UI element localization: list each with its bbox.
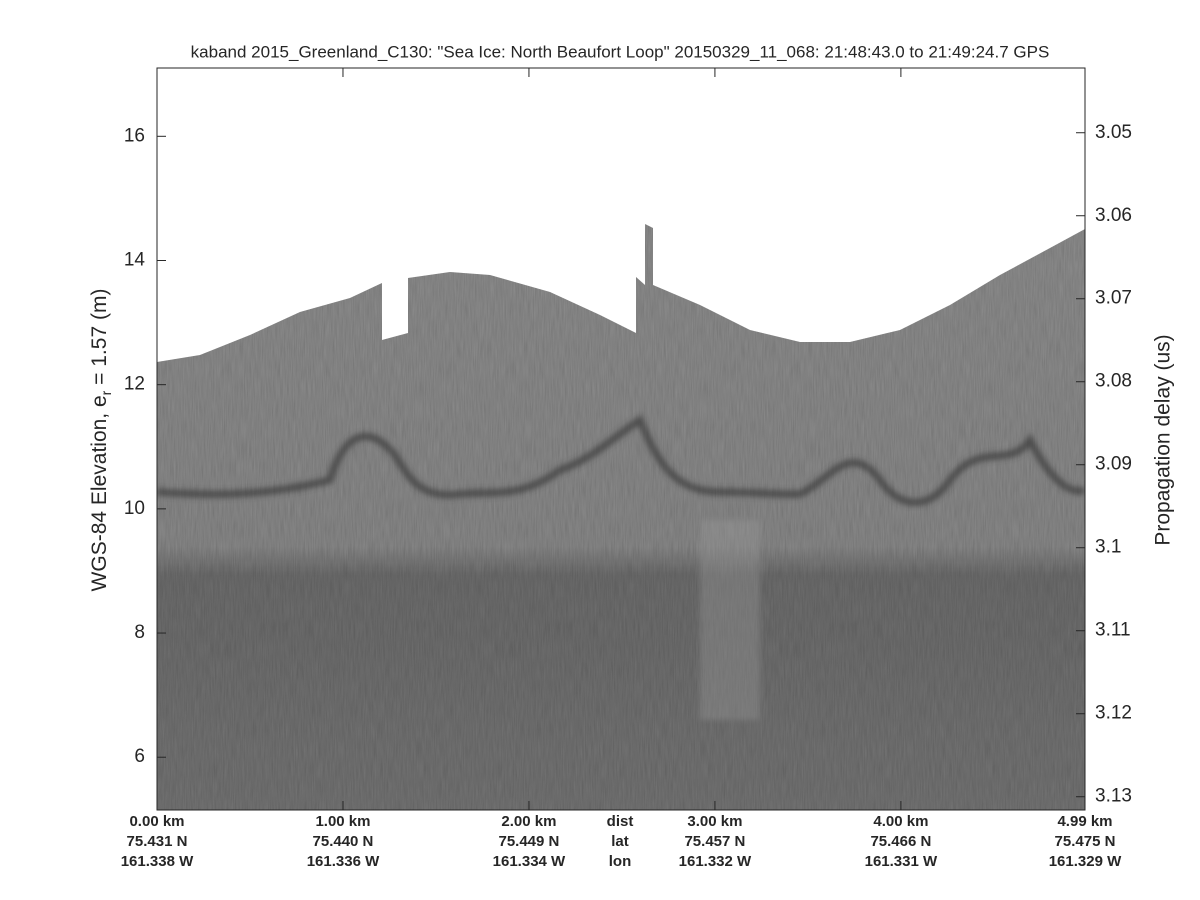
y2-tick-label: 3.1 xyxy=(1095,537,1121,558)
lon-label: 161.331 W xyxy=(865,853,938,870)
lon-label: 161.329 W xyxy=(1049,853,1122,870)
x-tick-label: 2.00 km xyxy=(501,813,556,830)
lat-label: 75.440 N xyxy=(313,833,374,850)
y-axis-label: WGS-84 Elevation, er = 1.57 (m) xyxy=(88,289,114,592)
y-tick-label: 14 xyxy=(124,250,146,271)
y-tick-label: 6 xyxy=(134,746,145,767)
y2-tick-label: 3.11 xyxy=(1095,620,1131,641)
lat-label: 75.431 N xyxy=(127,833,188,850)
lon-label: 161.336 W xyxy=(307,853,380,870)
echogram-image xyxy=(157,224,1085,810)
row-label: dist xyxy=(607,813,634,830)
x-tick-label: 1.00 km xyxy=(315,813,370,830)
y2-tick-label: 3.05 xyxy=(1095,122,1132,143)
lat-label: 75.457 N xyxy=(684,833,745,850)
lon-label: 161.338 W xyxy=(121,853,194,870)
lon-label: 161.332 W xyxy=(679,853,752,870)
chart-title: kaband 2015_Greenland_C130: "Sea Ice: No… xyxy=(191,42,1050,61)
y2-tick-label: 3.07 xyxy=(1095,288,1132,309)
x-tick-label: 3.00 km xyxy=(687,813,742,830)
y2-tick-label: 3.13 xyxy=(1095,786,1132,807)
y-tick-label: 12 xyxy=(124,374,145,395)
y2-tick-label: 3.12 xyxy=(1095,703,1132,724)
plot-frame xyxy=(156,67,1086,811)
row-label: lon xyxy=(609,853,632,870)
x-tick-label: 0.00 km xyxy=(129,813,184,830)
lon-label: 161.334 W xyxy=(493,853,566,870)
y-tick-label: 10 xyxy=(124,498,145,519)
y2-axis-label: Propagation delay (us) xyxy=(1152,334,1175,545)
y-tick-label: 8 xyxy=(134,622,145,643)
lat-label: 75.466 N xyxy=(870,833,931,850)
y-tick-label: 16 xyxy=(124,125,145,146)
lat-label: 75.449 N xyxy=(498,833,559,850)
y2-tick-label: 3.09 xyxy=(1095,454,1132,475)
y2-tick-label: 3.06 xyxy=(1095,205,1132,226)
lat-label: 75.475 N xyxy=(1055,833,1116,850)
x-tick-label: 4.99 km xyxy=(1057,813,1112,830)
y2-tick-label: 3.08 xyxy=(1095,371,1132,392)
row-label: lat xyxy=(611,833,629,850)
x-tick-label: 4.00 km xyxy=(873,813,928,830)
